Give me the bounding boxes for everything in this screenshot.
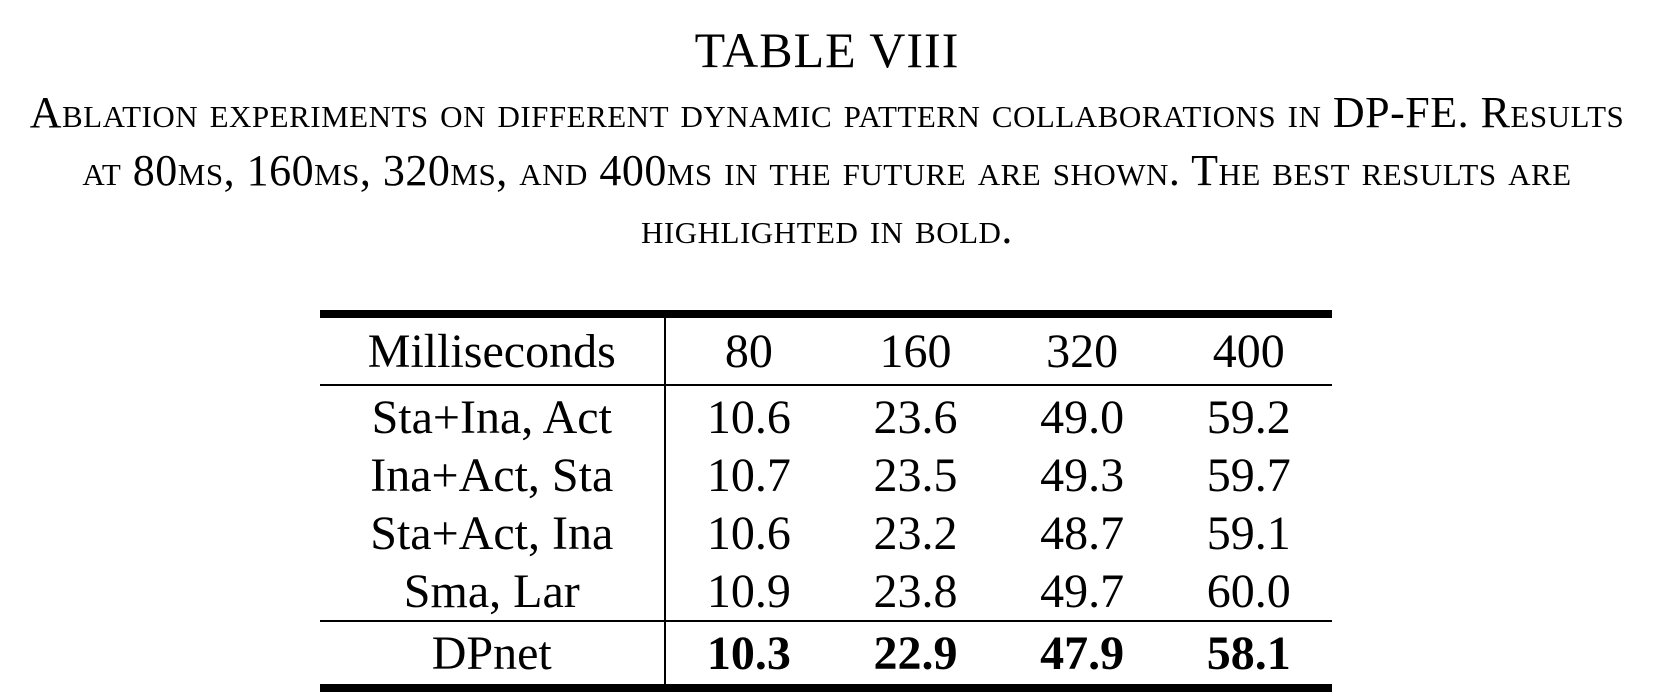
header-milliseconds: Milliseconds xyxy=(320,314,666,386)
row-value: 23.8 xyxy=(873,564,958,618)
table-row: Ina+Act, Sta 10.7 23.5 49.3 59.7 xyxy=(320,446,1332,504)
row-value: 23.6 xyxy=(873,390,958,444)
table-row: Sta+Act, Ina 10.6 23.2 48.7 59.1 xyxy=(320,504,1332,562)
best-value: 10.3 xyxy=(664,620,833,688)
row-method-dpnet: DPnet xyxy=(320,620,666,688)
table-caption: Ablation experiments on different dynami… xyxy=(29,88,1625,253)
row-value: 49.0 xyxy=(1040,390,1125,444)
table-row-dpnet: DPnet 10.3 22.9 47.9 58.1 xyxy=(320,620,1332,688)
row-value: 60.0 xyxy=(1206,564,1291,618)
row-value: 10.7 xyxy=(706,448,791,502)
row-method: Sta+Ina, Act xyxy=(320,385,666,446)
best-value: 22.9 xyxy=(832,620,999,688)
row-value: 10.9 xyxy=(706,564,791,618)
row-value: 10.6 xyxy=(706,390,791,444)
row-method: Ina+Act, Sta xyxy=(320,446,666,504)
row-value: 59.2 xyxy=(1206,390,1291,444)
best-value: 58.1 xyxy=(1165,620,1332,688)
table-label: TABLE VIII xyxy=(694,22,960,78)
row-method: Sma, Lar xyxy=(320,562,666,621)
row-value: 23.2 xyxy=(873,506,958,560)
ablation-table: Milliseconds 80 160 320 400 Sta+Ina, Act… xyxy=(320,310,1332,692)
header-80: 80 xyxy=(664,314,833,386)
header-160: 160 xyxy=(832,314,999,386)
table-row: Sta+Ina, Act 10.6 23.6 49.0 59.2 xyxy=(320,385,1332,446)
row-value: 49.3 xyxy=(1040,448,1125,502)
row-value: 23.5 xyxy=(873,448,958,502)
row-value: 59.7 xyxy=(1206,448,1291,502)
table-header-row: Milliseconds 80 160 320 400 xyxy=(320,314,1332,386)
row-value: 49.7 xyxy=(1040,564,1125,618)
row-method: Sta+Act, Ina xyxy=(320,504,666,562)
best-value: 47.9 xyxy=(998,620,1166,688)
header-400: 400 xyxy=(1165,314,1332,386)
row-value: 10.6 xyxy=(706,506,791,560)
row-value: 48.7 xyxy=(1040,506,1125,560)
header-320: 320 xyxy=(998,314,1166,386)
table-row: Sma, Lar 10.9 23.8 49.7 60.0 xyxy=(320,562,1332,621)
row-value: 59.1 xyxy=(1206,506,1291,560)
